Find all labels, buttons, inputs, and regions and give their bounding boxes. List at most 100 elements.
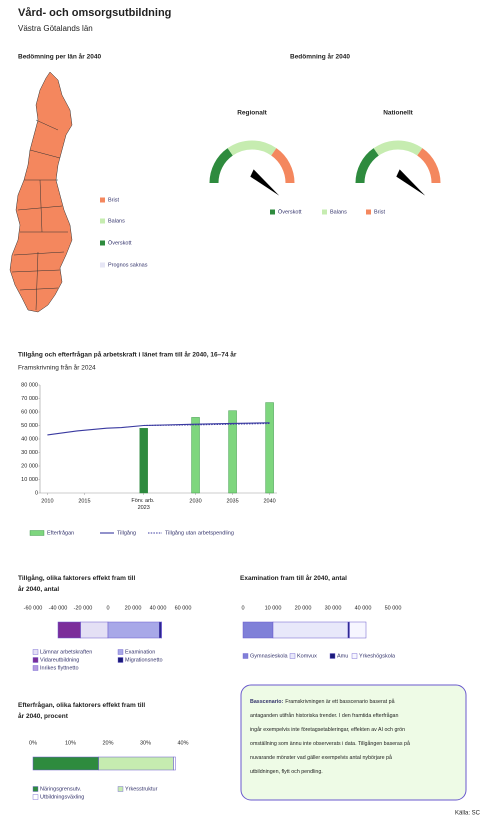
legend-swatch (242, 653, 249, 659)
x-tick-label: 30 000 (325, 605, 342, 611)
bar-segment (160, 621, 162, 639)
legend-label: Examination (125, 649, 155, 655)
legend-label: Gymnasieskola (250, 653, 289, 659)
legend-label: Tillgång (117, 529, 136, 536)
subtitle: Västra Götalands län (18, 24, 93, 33)
legend-swatch (117, 786, 124, 792)
legend-swatch (32, 657, 39, 663)
x-tick-label: 40% (177, 740, 188, 746)
x-tick-label: -40 000 (49, 605, 68, 611)
y-tick-label: 0 (35, 490, 38, 496)
bar-segment (349, 621, 367, 639)
legend-label: Överskott (278, 208, 302, 215)
legend-swatch (270, 209, 275, 215)
sweden-map (9, 71, 73, 313)
x-tick-label: 20 000 (295, 605, 312, 611)
bar-segment (272, 621, 349, 639)
info-line: Framskrivningen är ett basscenario baser… (285, 698, 394, 705)
legend-swatch (289, 653, 296, 659)
gauge-title: Bedömning år 2040 (290, 53, 350, 61)
legend-swatch (329, 653, 336, 659)
bar-segment (107, 621, 160, 639)
source: Källa: SC (455, 811, 481, 817)
gauge-segment (227, 140, 277, 156)
title: Vård- och omsorgsutbildning (18, 7, 171, 19)
bar-segment (32, 756, 99, 771)
legend-label: Migrationsnetto (125, 657, 163, 663)
x-tick-label: 0 (241, 605, 244, 611)
map (9, 71, 73, 313)
legend-swatch (32, 665, 39, 671)
x-tick-label: 2040 (263, 498, 275, 504)
chart-title: Efterfrågan, olika faktorers effekt fram… (18, 701, 147, 720)
y-tick-label: 20 000 (21, 463, 38, 469)
x-tick-label: 20% (102, 740, 113, 746)
x-tick-label: 40 000 (150, 605, 167, 611)
x-tick-label: 60 000 (175, 605, 192, 611)
legend-label: Yrkesstruktur (125, 786, 158, 792)
chart-title: Tillgång, olika faktorers effekt fram ti… (18, 574, 137, 593)
legend-label: Yrkeshögskola (359, 653, 396, 659)
x-tick-label: 2015 (78, 498, 90, 504)
info-box (240, 684, 467, 801)
legend-label: Brist (374, 209, 385, 215)
info-line: ingår exempelvis inte företagsetablering… (250, 726, 405, 733)
info-label: Basscenario: (250, 699, 284, 705)
y-tick-label: 60 000 (21, 409, 38, 415)
county-borders (11, 119, 68, 311)
info-line: antaganden utifrån historiska trender. I… (250, 712, 398, 719)
line (47, 422, 270, 436)
x-tick-label: 0 (106, 605, 109, 611)
legend-swatch (117, 649, 124, 655)
info-text: Basscenario: Framskrivningen är ett bassc… (250, 698, 410, 775)
legend-label: Vidareutbildning (40, 657, 79, 663)
bar (228, 410, 237, 494)
bar (191, 417, 200, 494)
gauge-needle (250, 169, 280, 196)
bar-segment (57, 621, 81, 639)
info-line: utbildningen, flytt och pendling. (250, 769, 323, 775)
bar-segment (159, 621, 162, 639)
legend-label: Brist (108, 197, 119, 203)
x-tick-label: 2010 (41, 498, 53, 504)
bar (265, 402, 274, 494)
y-tick-label: 50 000 (21, 423, 38, 429)
legend-swatch (100, 197, 105, 203)
legend-label: Tillgång utan arbetspendling (165, 529, 234, 536)
y-tick-label: 10 000 (21, 477, 38, 483)
legend-swatch (322, 209, 327, 215)
legend-swatch (32, 649, 39, 655)
legend-label: Amu (337, 653, 348, 659)
legend-swatch (29, 530, 45, 536)
x-tick-label: 2030 (189, 498, 201, 504)
chart-title: Examination fram till år 2040, antal (240, 574, 347, 582)
x-tick-label: 20 000 (125, 605, 142, 611)
x-tick-label: 40 000 (355, 605, 372, 611)
legend-swatch (366, 209, 371, 215)
x-tick-label: 10% (65, 740, 76, 746)
legend-swatch (100, 240, 105, 246)
legend-label: Komvux (297, 653, 317, 659)
legend-swatch (100, 218, 105, 224)
y-tick-label: 80 000 (21, 382, 38, 388)
y-tick-label: 40 000 (21, 436, 38, 442)
chart-title: Tillgång och efterfrågan på arbetskraft … (18, 351, 237, 359)
bar-segment (173, 756, 176, 771)
legend-label: Prognos saknas (108, 262, 148, 268)
legend-label: Överskott (108, 239, 132, 246)
bar-segment (242, 621, 274, 639)
line (143, 422, 270, 427)
info-line: omställning som ännu inte observerats i … (250, 740, 410, 747)
x-tick-label: Förv. arb. 2023 (131, 498, 156, 511)
x-tick-label: -60 000 (24, 605, 43, 611)
legend-label: Lämnar arbetskraften (40, 649, 92, 655)
y-tick-label: 70 000 (21, 396, 38, 402)
map-title: Bedömning per län år 2040 (18, 53, 101, 61)
gauge-label: Regionalt (237, 110, 267, 117)
info-line: nuvarande mönster vad gäller exempelvis … (250, 754, 392, 761)
gauge-segment (271, 148, 295, 184)
gauge-segment (355, 148, 379, 184)
chart-subtitle: Framskrivning från år 2024 (18, 364, 96, 372)
legend-label: Efterfrågan (47, 529, 74, 536)
